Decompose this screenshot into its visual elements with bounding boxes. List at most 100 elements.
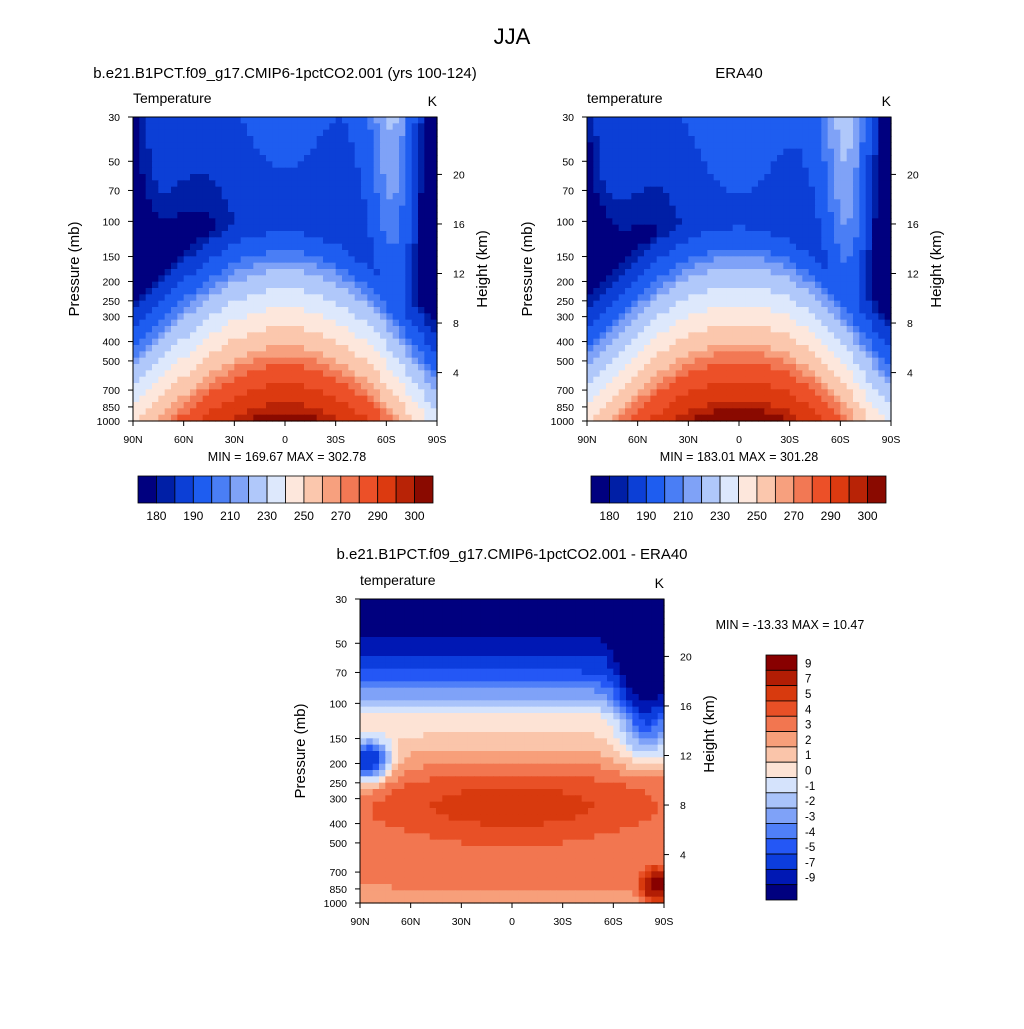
field-cell <box>556 599 563 606</box>
field-cell <box>676 269 683 276</box>
field-cell <box>612 206 619 213</box>
field-cell <box>872 218 879 225</box>
field-cell <box>424 320 431 327</box>
field-cell <box>367 370 374 377</box>
field-cell <box>821 256 828 263</box>
field-cell <box>146 161 153 168</box>
field-cell <box>612 199 619 206</box>
field-cell <box>373 612 380 619</box>
field-cell <box>380 313 387 320</box>
field-cell <box>726 225 733 232</box>
field-cell <box>644 187 651 194</box>
field-cell <box>739 231 746 238</box>
field-cell <box>241 383 248 390</box>
field-cell <box>487 605 494 612</box>
field-cell <box>758 402 765 409</box>
field-cell <box>291 389 298 396</box>
field-cell <box>657 339 664 346</box>
field-cell <box>569 599 576 606</box>
field-cell <box>279 320 286 327</box>
field-cell <box>380 206 387 213</box>
field-cell <box>139 244 146 251</box>
field-cell <box>133 307 140 314</box>
field-cell <box>745 320 752 327</box>
field-cell <box>241 351 248 358</box>
field-cell <box>663 282 670 289</box>
field-cell <box>815 307 822 314</box>
field-cell <box>399 180 406 187</box>
field-cell <box>638 206 645 213</box>
field-cell <box>329 358 336 365</box>
field-cell <box>688 383 695 390</box>
field-cell <box>758 237 765 244</box>
field-cell <box>190 225 197 232</box>
field-cell <box>310 187 317 194</box>
field-cell <box>631 383 638 390</box>
field-cell <box>146 244 153 251</box>
field-cell <box>253 256 260 263</box>
field-cell <box>606 396 613 403</box>
field-cell <box>790 402 797 409</box>
field-cell <box>688 206 695 213</box>
field-cell <box>165 294 172 301</box>
field-cell <box>342 161 349 168</box>
field-cell <box>348 332 355 339</box>
field-cell <box>279 244 286 251</box>
field-cell <box>575 618 582 625</box>
field-cell <box>631 130 638 137</box>
field-cell <box>638 408 645 415</box>
field-cell <box>758 263 765 270</box>
field-cell <box>393 193 400 200</box>
field-cell <box>834 320 841 327</box>
field-cell <box>304 313 311 320</box>
field-cell <box>815 123 822 130</box>
field-cell <box>260 275 267 282</box>
field-cell <box>241 339 248 346</box>
field-cell <box>418 402 425 409</box>
field-cell <box>241 187 248 194</box>
field-cell <box>266 345 273 352</box>
field-cell <box>323 358 330 365</box>
field-cell <box>367 326 374 333</box>
field-cell <box>171 339 178 346</box>
field-cell <box>215 351 222 358</box>
field-cell <box>304 377 311 384</box>
field-cell <box>323 155 330 162</box>
field-cell <box>745 123 752 130</box>
field-cell <box>247 206 254 213</box>
field-cell <box>367 130 374 137</box>
field-cell <box>241 402 248 409</box>
field-cell <box>158 396 165 403</box>
y2-tick-label: 20 <box>907 169 919 181</box>
field-cell <box>764 237 771 244</box>
field-cell <box>650 408 657 415</box>
field-cell <box>190 180 197 187</box>
field-cell <box>385 618 392 625</box>
field-cell <box>380 218 387 225</box>
field-cell <box>631 218 638 225</box>
field-cell <box>828 155 835 162</box>
field-cell <box>139 275 146 282</box>
field-cell <box>342 136 349 143</box>
field-cell <box>537 599 544 606</box>
field-cell <box>393 244 400 251</box>
field-cell <box>386 282 393 289</box>
field-cell <box>739 130 746 137</box>
field-cell <box>758 389 765 396</box>
field-cell <box>329 206 336 213</box>
field-cell <box>587 351 594 358</box>
field-cell <box>847 225 854 232</box>
field-cell <box>405 161 412 168</box>
field-cell <box>714 199 721 206</box>
field-cell <box>872 130 879 137</box>
field-cell <box>663 345 670 352</box>
field-cell <box>133 231 140 238</box>
field-cell <box>714 370 721 377</box>
field-cell <box>298 320 305 327</box>
field-cell <box>752 206 759 213</box>
field-cell <box>418 332 425 339</box>
field-cell <box>228 345 235 352</box>
field-cell <box>783 174 790 181</box>
field-cell <box>790 320 797 327</box>
field-cell <box>834 237 841 244</box>
